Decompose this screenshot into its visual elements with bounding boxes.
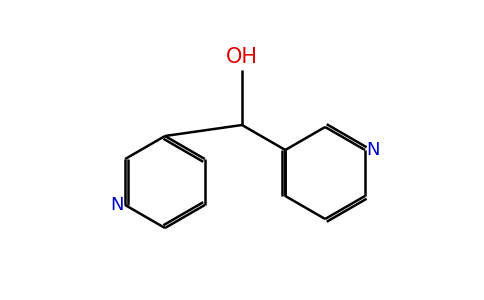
Text: N: N bbox=[110, 196, 124, 214]
Text: OH: OH bbox=[226, 47, 258, 67]
Text: N: N bbox=[366, 141, 380, 159]
